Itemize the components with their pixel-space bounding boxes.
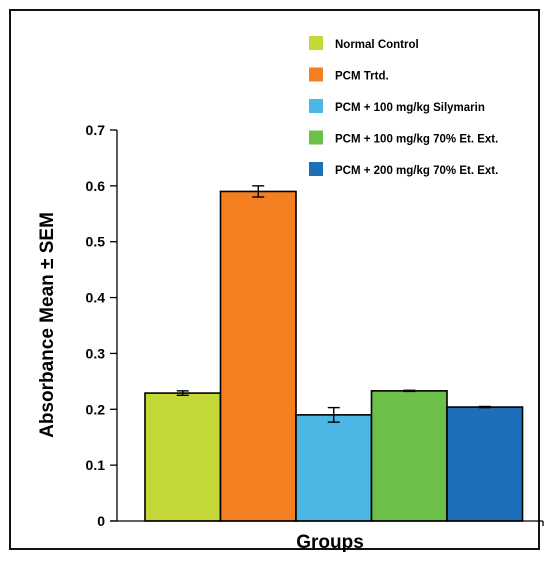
legend-swatch xyxy=(309,36,323,50)
y-axis-title: Absorbance Mean ± SEM xyxy=(37,212,58,438)
bar xyxy=(446,406,524,522)
y-tick-label: 0.7 xyxy=(86,122,106,138)
y-tick-label: 0.2 xyxy=(86,401,106,417)
y-tick-label: 0.6 xyxy=(86,178,106,194)
legend-label: PCM Trtd. xyxy=(335,71,389,83)
error-bar xyxy=(327,406,340,423)
y-tick-label: 0.5 xyxy=(86,234,106,250)
bar xyxy=(370,390,448,522)
legend-label: Normal Control xyxy=(335,39,419,51)
error-bar xyxy=(176,390,189,397)
legend-swatch xyxy=(309,162,323,176)
error-bar xyxy=(403,389,416,393)
y-tick-label: 0.4 xyxy=(86,290,106,306)
bar xyxy=(295,414,373,522)
bars xyxy=(144,190,524,522)
legend-label: PCM + 100 mg/kg 70% Et. Ext. xyxy=(335,134,498,146)
bar xyxy=(144,392,222,522)
legend-label: PCM + 200 mg/kg 70% Et. Ext. xyxy=(335,165,498,177)
legend-swatch xyxy=(309,99,323,113)
error-bars xyxy=(176,185,491,423)
x-axis-title: Groups xyxy=(296,532,364,553)
error-bar xyxy=(478,405,491,409)
error-bar xyxy=(252,185,265,198)
y-axis: 0 0.1 0.2 0.3 0.4 0.5 0.6 0.7 xyxy=(86,122,544,529)
legend-swatch xyxy=(309,130,323,145)
y-tick-label: 0.1 xyxy=(86,457,106,473)
bar xyxy=(219,190,297,522)
y-tick-label: 0 xyxy=(97,513,105,529)
y-tick-label: 0.3 xyxy=(86,345,106,361)
legend-swatch xyxy=(309,67,323,82)
legend-label: PCM + 100 mg/kg Silymarin xyxy=(335,102,485,114)
legend: Normal Control PCM Trtd. PCM + 100 mg/kg S… xyxy=(309,36,498,177)
